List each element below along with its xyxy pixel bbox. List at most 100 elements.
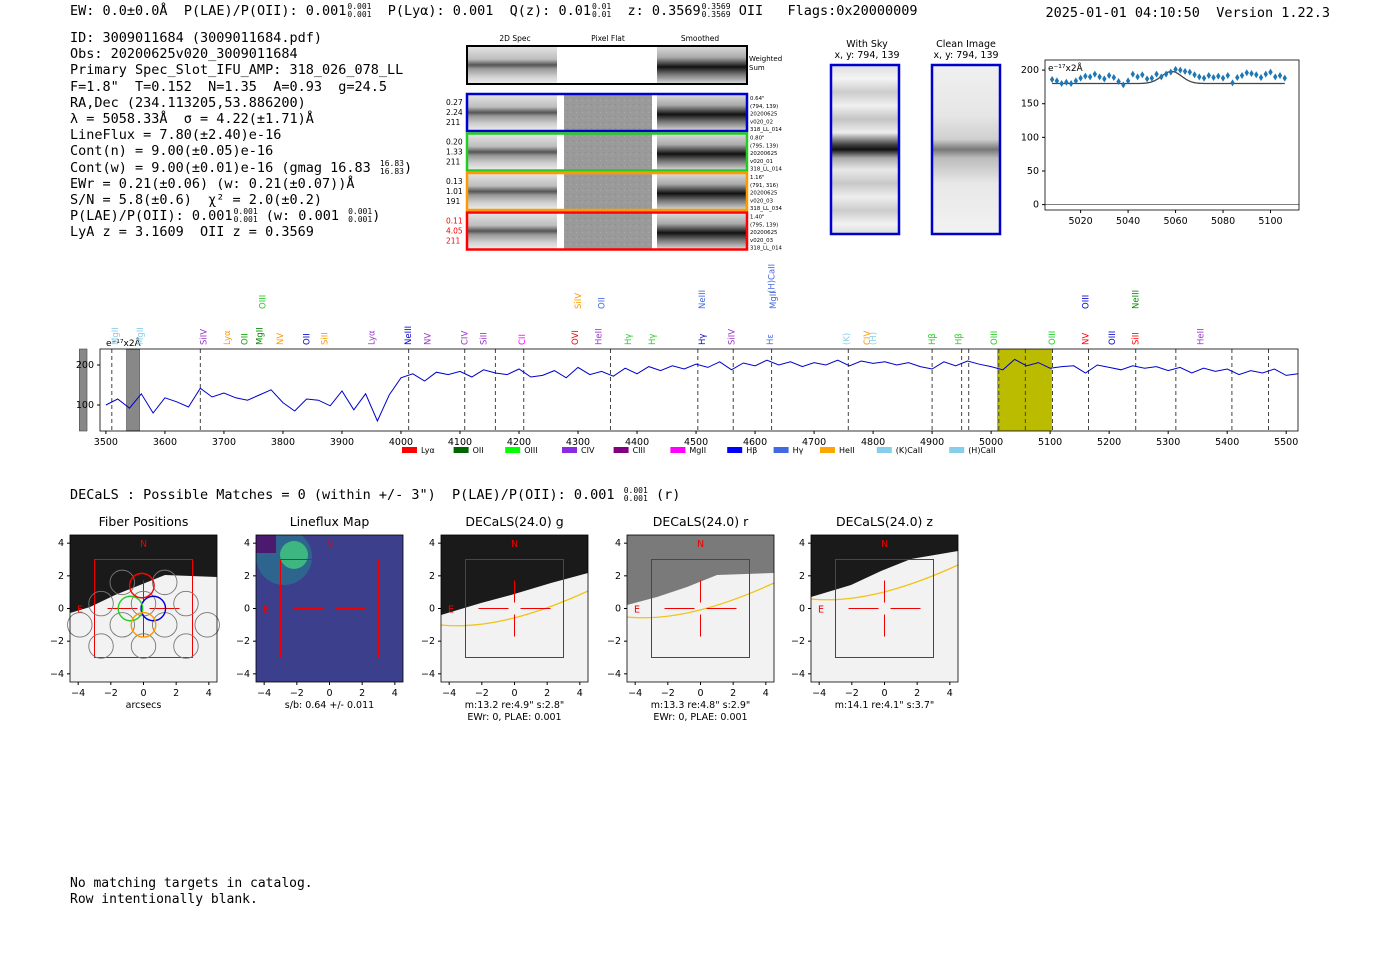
decals-title: DECaLS : Possible Matches = 0 (within +/… xyxy=(70,487,681,504)
zoom-fit-curve xyxy=(1052,70,1285,85)
line-label: NV xyxy=(276,333,286,345)
zoom-ytick-label: 200 xyxy=(1021,65,1039,76)
full-xtick-label: 3500 xyxy=(94,437,118,448)
galaxy-shape xyxy=(441,535,588,615)
zoom-ytick-label: 150 xyxy=(1021,99,1039,110)
legend-swatch xyxy=(613,447,629,453)
panel-xtick-label: −4 xyxy=(257,688,271,699)
panel-xtick-label: 4 xyxy=(947,688,953,699)
zoom-point xyxy=(1206,71,1211,79)
decals-panel: Fiber Positions N E 4 2 0 −2 −4 −4 −2 0 2 4 arcsecs xyxy=(50,514,220,711)
sum-label: Sum xyxy=(749,64,765,72)
zoom-point xyxy=(1239,71,1245,79)
cutout-value: 0.13 xyxy=(446,177,463,186)
zoom-point xyxy=(1087,73,1093,81)
zoom-point xyxy=(1263,70,1268,78)
panel-caption: s/b: 0.64 +/- 0.011 xyxy=(285,700,374,711)
panel-ytick-label: −2 xyxy=(791,636,805,647)
panel-ytick-label: 2 xyxy=(429,571,435,582)
panel-title: DECaLS(24.0) g xyxy=(465,514,563,529)
legend-swatch xyxy=(670,447,686,453)
zoom-point xyxy=(1135,73,1140,81)
clean-title: Clean Image xyxy=(936,39,996,50)
panel-ytick-label: −4 xyxy=(791,669,805,680)
panel-xtick-label: −4 xyxy=(71,688,85,699)
panel-image xyxy=(256,535,403,682)
cutout-meta: (794, 139) xyxy=(750,104,778,110)
contw-hi: 16.83 xyxy=(379,158,404,168)
panel-ytick-label: 0 xyxy=(799,604,805,615)
line-label: (K) xyxy=(843,333,853,345)
aperture-box xyxy=(94,559,193,658)
full-xtick-label: 5400 xyxy=(1215,437,1239,448)
line-label: NeIII xyxy=(698,290,708,309)
plae-header: P(LAE)/P(OII): 0.001 xyxy=(183,3,347,19)
legend-label: CIII xyxy=(633,446,646,455)
fiber-circle xyxy=(152,569,178,596)
info-plae: P(LAE)/P(OII): 0.0010.001 0.001 (w: 0.001… xyxy=(70,207,381,225)
zoom-point xyxy=(1049,76,1055,84)
panel-image xyxy=(441,535,588,682)
fiber-circle-highlight xyxy=(130,611,157,638)
panel-ytick-label: −4 xyxy=(236,669,250,680)
panel-xtick-label: 4 xyxy=(206,688,212,699)
panel-title: Lineflux Map xyxy=(290,514,370,529)
sky-panels: With Sky x, y: 794, 139 Clean Image x, y… xyxy=(829,39,1002,236)
zoom-point xyxy=(1121,81,1126,89)
fiber-circle-highlight xyxy=(140,595,167,622)
clean-image xyxy=(930,63,1002,236)
cutout-value: 0.27 xyxy=(446,98,463,107)
cutout-value: 1.01 xyxy=(446,187,463,196)
zoom-xtick-label: 5040 xyxy=(1116,216,1140,227)
panel-xtick-label: 0 xyxy=(140,688,146,699)
cutout-value: 1.33 xyxy=(446,148,463,157)
ellipse-arc xyxy=(811,564,958,601)
full-xtick-label: 5200 xyxy=(1097,437,1121,448)
weighted-label: Weighted xyxy=(749,55,782,63)
panel-xtick-label: −2 xyxy=(475,688,489,699)
zoom-point xyxy=(1054,77,1060,85)
galaxy-shape xyxy=(811,535,958,597)
decals-panel: Lineflux Map N E 4 2 0 −2 −4 −4 −2 0 2 4 s/b: 0.64 +/… xyxy=(236,514,404,711)
info-radec: RA,Dec (234.113205,53.886200) xyxy=(70,94,306,111)
line-label: Hβ xyxy=(955,333,965,345)
fiber-circle xyxy=(194,612,220,638)
fiber-circle xyxy=(67,612,93,638)
full-xtick-label: 5500 xyxy=(1274,437,1298,448)
full-xtick-label: 4000 xyxy=(389,437,413,448)
panel-xtick-label: −2 xyxy=(661,688,675,699)
line-label: SiII xyxy=(320,332,330,345)
panel-xtick-label: −4 xyxy=(442,688,456,699)
zoom-ytick-label: 0 xyxy=(1033,200,1039,211)
qz-lo: 0.01 xyxy=(591,10,612,19)
zoom-point xyxy=(1230,79,1235,87)
contw-text: Cont(w) = 9.00(±0.01)e-16 (gmag 16.83 xyxy=(70,159,371,176)
panel-image xyxy=(811,535,958,682)
cutout-value: 211 xyxy=(446,158,461,167)
cutout-meta: v020_03 xyxy=(750,238,773,244)
north-label: N xyxy=(326,539,333,550)
legend-label: (H)CaII xyxy=(968,446,995,455)
galaxy-shape xyxy=(627,535,774,605)
with-sky-coords: x, y: 794, 139 xyxy=(834,50,899,61)
zoom-point xyxy=(1282,74,1287,82)
cutout-smoothed xyxy=(657,173,747,210)
cutout-meta: (795, 139) xyxy=(750,222,778,228)
cutout-pixelflat xyxy=(564,133,652,171)
full-xtick-label: 5100 xyxy=(1038,437,1062,448)
legend-label: Hβ xyxy=(746,446,757,455)
cutout-2dspec xyxy=(467,173,557,210)
full-xtick-label: 5000 xyxy=(979,437,1003,448)
cutout-meta: 318_LL_014 xyxy=(750,167,783,173)
zoom-point xyxy=(1258,73,1264,81)
full-xtick-label: 3800 xyxy=(271,437,295,448)
decals-band: (r) xyxy=(655,487,681,503)
z-hi: 0.3569 xyxy=(701,2,731,11)
panel-xtick-label: 0 xyxy=(697,688,703,699)
full-xtick-label: 4800 xyxy=(861,437,885,448)
decals-panel: DECaLS(24.0) g N E 4 2 0 −2 −4 −4 −2 0 2 4 m:13.2 re:… xyxy=(421,514,589,723)
aperture-box xyxy=(651,559,750,658)
line-label: HeII xyxy=(1197,328,1207,345)
panel-ytick-label: −2 xyxy=(607,636,621,647)
